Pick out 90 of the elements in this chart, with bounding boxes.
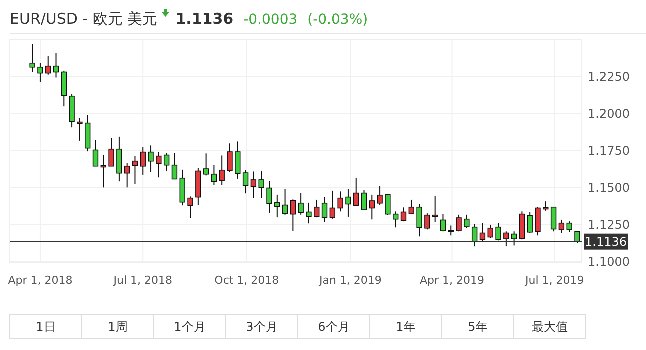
text: 1周 bbox=[108, 320, 128, 334]
candlestick bbox=[408, 199, 414, 215]
x-tick-label: Apr 1, 2019 bbox=[420, 274, 485, 287]
x-tick-label: Apr 1, 2018 bbox=[8, 274, 73, 287]
candlestick bbox=[227, 143, 233, 173]
candlestick bbox=[242, 170, 249, 194]
candlestick bbox=[219, 155, 225, 186]
candlestick bbox=[298, 192, 304, 216]
candlestick bbox=[416, 204, 422, 238]
candlestick bbox=[527, 212, 533, 234]
candlestick bbox=[480, 222, 486, 243]
candlestick bbox=[496, 222, 502, 242]
candlestick bbox=[92, 140, 99, 167]
text: 5年 bbox=[468, 320, 488, 334]
candlestick bbox=[385, 194, 391, 216]
y-tick-label: 1.1000 bbox=[588, 254, 630, 269]
chart-title: EUR/USD - 欧元 美元 bbox=[10, 10, 158, 28]
candlestick bbox=[61, 70, 67, 108]
text: 3个月 bbox=[246, 320, 278, 334]
candlestick bbox=[211, 164, 218, 186]
text: 1.1136 bbox=[176, 10, 234, 28]
y-tick-label: 1.1250 bbox=[588, 218, 630, 232]
candlestick bbox=[424, 213, 430, 230]
y-tick-label: 1.2000 bbox=[588, 106, 630, 121]
candlestick bbox=[46, 55, 52, 76]
candlestick bbox=[235, 141, 241, 180]
candlestick bbox=[361, 190, 368, 211]
candlestick bbox=[180, 169, 186, 206]
candlestick bbox=[400, 207, 407, 222]
candlestick bbox=[258, 170, 264, 199]
candlestick bbox=[535, 206, 541, 236]
candlestick bbox=[156, 152, 162, 178]
text: 最大值 bbox=[532, 320, 568, 334]
candlestick bbox=[488, 224, 494, 239]
candlestick bbox=[330, 190, 336, 220]
candlestick bbox=[140, 146, 146, 176]
candlestick bbox=[148, 145, 154, 173]
candlestick bbox=[77, 118, 83, 142]
x-tick-label: Oct 1, 2018 bbox=[214, 274, 280, 287]
candlestick bbox=[322, 196, 328, 223]
y-tick-label: 1.1500 bbox=[588, 180, 630, 195]
candlestick bbox=[164, 152, 170, 172]
y-tick-label: 1.2250 bbox=[588, 70, 630, 84]
candlestick bbox=[346, 188, 352, 218]
text: 1个月 bbox=[174, 320, 206, 334]
candlestick bbox=[440, 214, 446, 232]
x-tick-label: Jul 1, 2019 bbox=[524, 274, 584, 287]
x-tick-label: Jul 1, 2018 bbox=[112, 274, 173, 287]
y-tick-label: 1.1750 bbox=[588, 144, 630, 158]
candlestick bbox=[472, 224, 478, 248]
text: -0.0003 bbox=[244, 12, 298, 28]
candlestick bbox=[203, 153, 210, 176]
candlestick bbox=[132, 156, 138, 185]
candlestick bbox=[558, 219, 565, 234]
candlestick bbox=[250, 171, 257, 199]
candlestick bbox=[550, 206, 557, 232]
candlestick bbox=[266, 180, 272, 214]
candlestick bbox=[116, 136, 122, 182]
candlestick bbox=[188, 196, 194, 219]
text: 1日 bbox=[36, 320, 56, 334]
candlestick bbox=[338, 191, 344, 212]
candlestick bbox=[290, 199, 296, 232]
candlestick bbox=[124, 162, 130, 188]
candlestick bbox=[354, 178, 360, 206]
candlestick bbox=[393, 211, 399, 228]
candlestick bbox=[511, 231, 518, 246]
candlestick bbox=[456, 214, 462, 232]
candlestick bbox=[38, 62, 44, 83]
candlestick bbox=[448, 225, 454, 236]
text: 1年 bbox=[396, 320, 416, 334]
candlestick bbox=[369, 194, 375, 220]
text: 6个月 bbox=[318, 320, 350, 334]
ref-line-label: 1.1136 bbox=[585, 234, 627, 249]
text: (-0.03%) bbox=[308, 12, 368, 28]
candlestick bbox=[574, 230, 580, 244]
candlestick bbox=[306, 202, 312, 224]
candlestick bbox=[282, 188, 288, 216]
candlestick bbox=[314, 199, 320, 218]
candlestick bbox=[274, 194, 280, 218]
candlestick bbox=[432, 195, 438, 223]
x-tick-label: Jan 1, 2019 bbox=[318, 274, 382, 287]
candlestick bbox=[504, 231, 510, 248]
candlestick bbox=[100, 154, 106, 188]
candlestick bbox=[377, 186, 383, 206]
candlestick bbox=[566, 221, 572, 233]
candlestick bbox=[53, 52, 60, 78]
candlestick bbox=[172, 152, 178, 180]
candlestick bbox=[464, 214, 470, 229]
candlestick bbox=[108, 138, 114, 167]
candlestick bbox=[30, 44, 36, 73]
